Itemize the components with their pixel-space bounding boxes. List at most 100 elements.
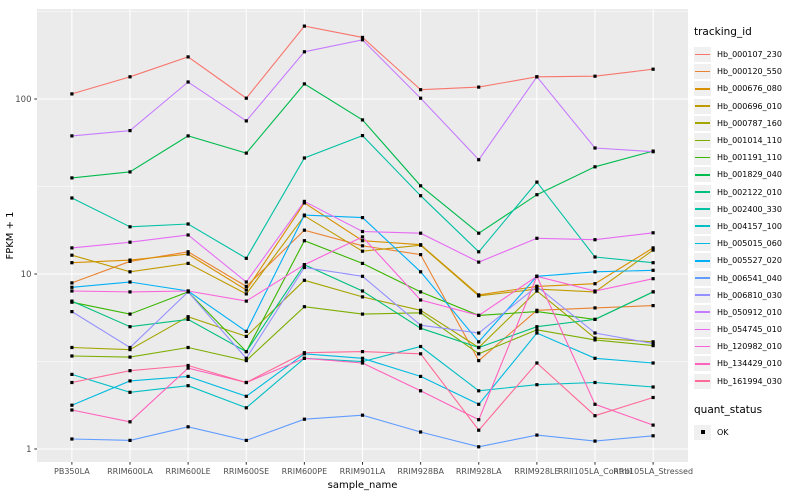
legend-key-line-icon [695, 242, 710, 245]
data-point [302, 417, 306, 421]
data-point [128, 379, 132, 383]
data-point [70, 310, 74, 314]
data-point [651, 277, 655, 281]
data-point [70, 403, 74, 407]
legend-key-swatch [694, 236, 711, 252]
legend-item-label: Hb_000676_080 [717, 84, 782, 94]
series-points-Hb_161994_030 [70, 350, 655, 432]
data-point [186, 252, 190, 256]
legend-item-Hb_000120_550: Hb_000120_550 [694, 63, 798, 80]
legend-item-label: Hb_000787_160 [717, 118, 782, 128]
data-point [244, 380, 248, 385]
legend-item-Hb_000787_160: Hb_000787_160 [694, 115, 798, 132]
data-point [186, 384, 190, 388]
legend-item-label: Hb_002400_330 [717, 204, 782, 214]
data-point [244, 359, 248, 363]
data-point [70, 134, 74, 138]
legend-item-label: Hb_000107_230 [717, 50, 782, 60]
data-point [360, 413, 365, 417]
data-point [535, 284, 539, 288]
legend-key-line-icon [695, 191, 710, 193]
legend-key-line-icon [695, 362, 710, 365]
data-point [651, 434, 655, 438]
legend-key-swatch [694, 184, 711, 200]
data-point [128, 290, 132, 294]
data-point [186, 233, 190, 237]
data-point [419, 243, 423, 247]
data-point [128, 355, 132, 359]
data-point [419, 344, 423, 349]
legend-item-label: Hb_000696_010 [717, 101, 782, 111]
data-point [419, 311, 423, 315]
legend-title-quant-status: quant_status [694, 403, 763, 416]
data-point [360, 361, 365, 365]
data-point [186, 261, 190, 265]
data-point [535, 289, 539, 293]
data-point [593, 270, 597, 274]
data-point [593, 356, 597, 360]
data-point [477, 250, 481, 254]
legend-key-line-icon [695, 122, 710, 125]
data-point [360, 312, 365, 316]
data-point [419, 231, 423, 235]
data-point [302, 213, 306, 217]
data-point [244, 394, 248, 398]
data-point [419, 298, 423, 302]
data-point [70, 253, 74, 257]
data-point [186, 250, 190, 254]
data-point [535, 236, 539, 240]
data-point [70, 289, 74, 293]
data-point [360, 261, 365, 265]
data-point [477, 231, 481, 235]
data-point [651, 340, 655, 344]
data-point [477, 260, 481, 264]
data-point [419, 194, 423, 198]
legend: tracking_id Hb_000107_230 Hb_000120_550 Hb… [694, 26, 798, 441]
data-point [128, 280, 132, 284]
data-point [477, 389, 481, 393]
data-point [302, 24, 306, 28]
data-point [419, 253, 423, 257]
data-point [128, 345, 132, 350]
data-point [360, 239, 365, 243]
data-point [360, 295, 365, 299]
data-point [244, 299, 248, 303]
legend-key-swatch [694, 373, 711, 389]
x-tick-label: RRII105LA_Control [558, 467, 632, 476]
data-point [128, 325, 132, 329]
data-point [419, 270, 423, 274]
data-point [128, 129, 132, 133]
data-point [593, 317, 597, 321]
legend-key-line-icon [695, 294, 710, 296]
x-tick-label: RRII105LA_Stressed [613, 467, 693, 476]
data-point [651, 248, 655, 252]
data-point [651, 290, 655, 294]
legend-item-Hb_050912_010: Hb_050912_010 [694, 304, 798, 321]
data-point [186, 366, 190, 370]
data-point [419, 326, 423, 330]
data-point [651, 344, 655, 348]
data-point [651, 423, 655, 427]
legend-item-label: Hb_005015_060 [717, 239, 782, 249]
legend-item-label: Hb_134429_010 [717, 359, 782, 369]
data-point [70, 246, 74, 250]
legend-key-swatch [694, 218, 711, 234]
legend-key-line-icon [695, 105, 710, 107]
data-point [651, 67, 655, 71]
legend-item-label: Hb_006541_040 [717, 273, 782, 283]
legend-key-line-icon [695, 345, 710, 348]
data-point [244, 256, 248, 260]
x-tick-label: RRIM600PE [282, 467, 328, 476]
data-point [651, 304, 655, 308]
data-point [128, 270, 132, 274]
data-point [302, 82, 306, 86]
data-point [651, 150, 655, 154]
legend-key-swatch [694, 424, 711, 440]
data-point [593, 74, 597, 78]
data-point [186, 374, 190, 378]
data-point [70, 176, 74, 180]
data-point [186, 134, 190, 138]
data-point [651, 231, 655, 235]
